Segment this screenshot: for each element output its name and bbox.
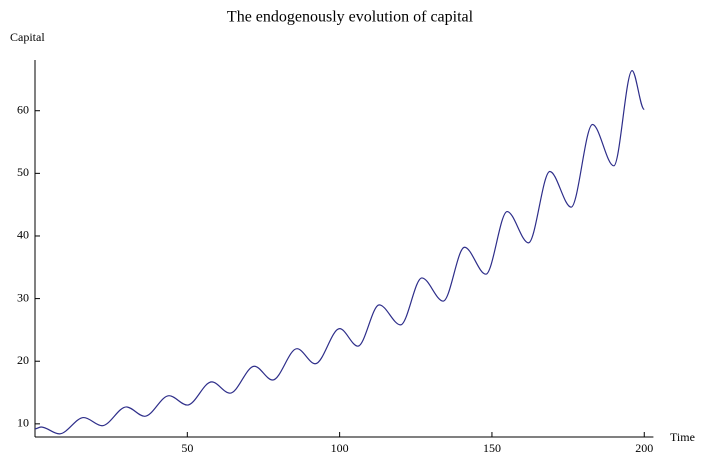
y-tick-label: 30: [17, 290, 29, 304]
line: [34, 70, 645, 435]
y-axis-label: Capital: [10, 30, 45, 44]
y-tick-label: 60: [17, 102, 29, 116]
chart-title: The endogenously evolution of capital: [227, 9, 474, 26]
y-tick-label: 20: [17, 353, 29, 367]
y-tick-label: 40: [17, 228, 29, 242]
x-tick-label: 50: [181, 441, 193, 455]
y-tick-label: 50: [17, 165, 29, 179]
x-axis-label: Time: [670, 430, 695, 444]
x-tick-label: 150: [483, 441, 501, 455]
x-tick-label: 200: [635, 441, 653, 455]
x-tick-label: 100: [331, 441, 349, 455]
y-tick-label: 10: [17, 416, 29, 430]
